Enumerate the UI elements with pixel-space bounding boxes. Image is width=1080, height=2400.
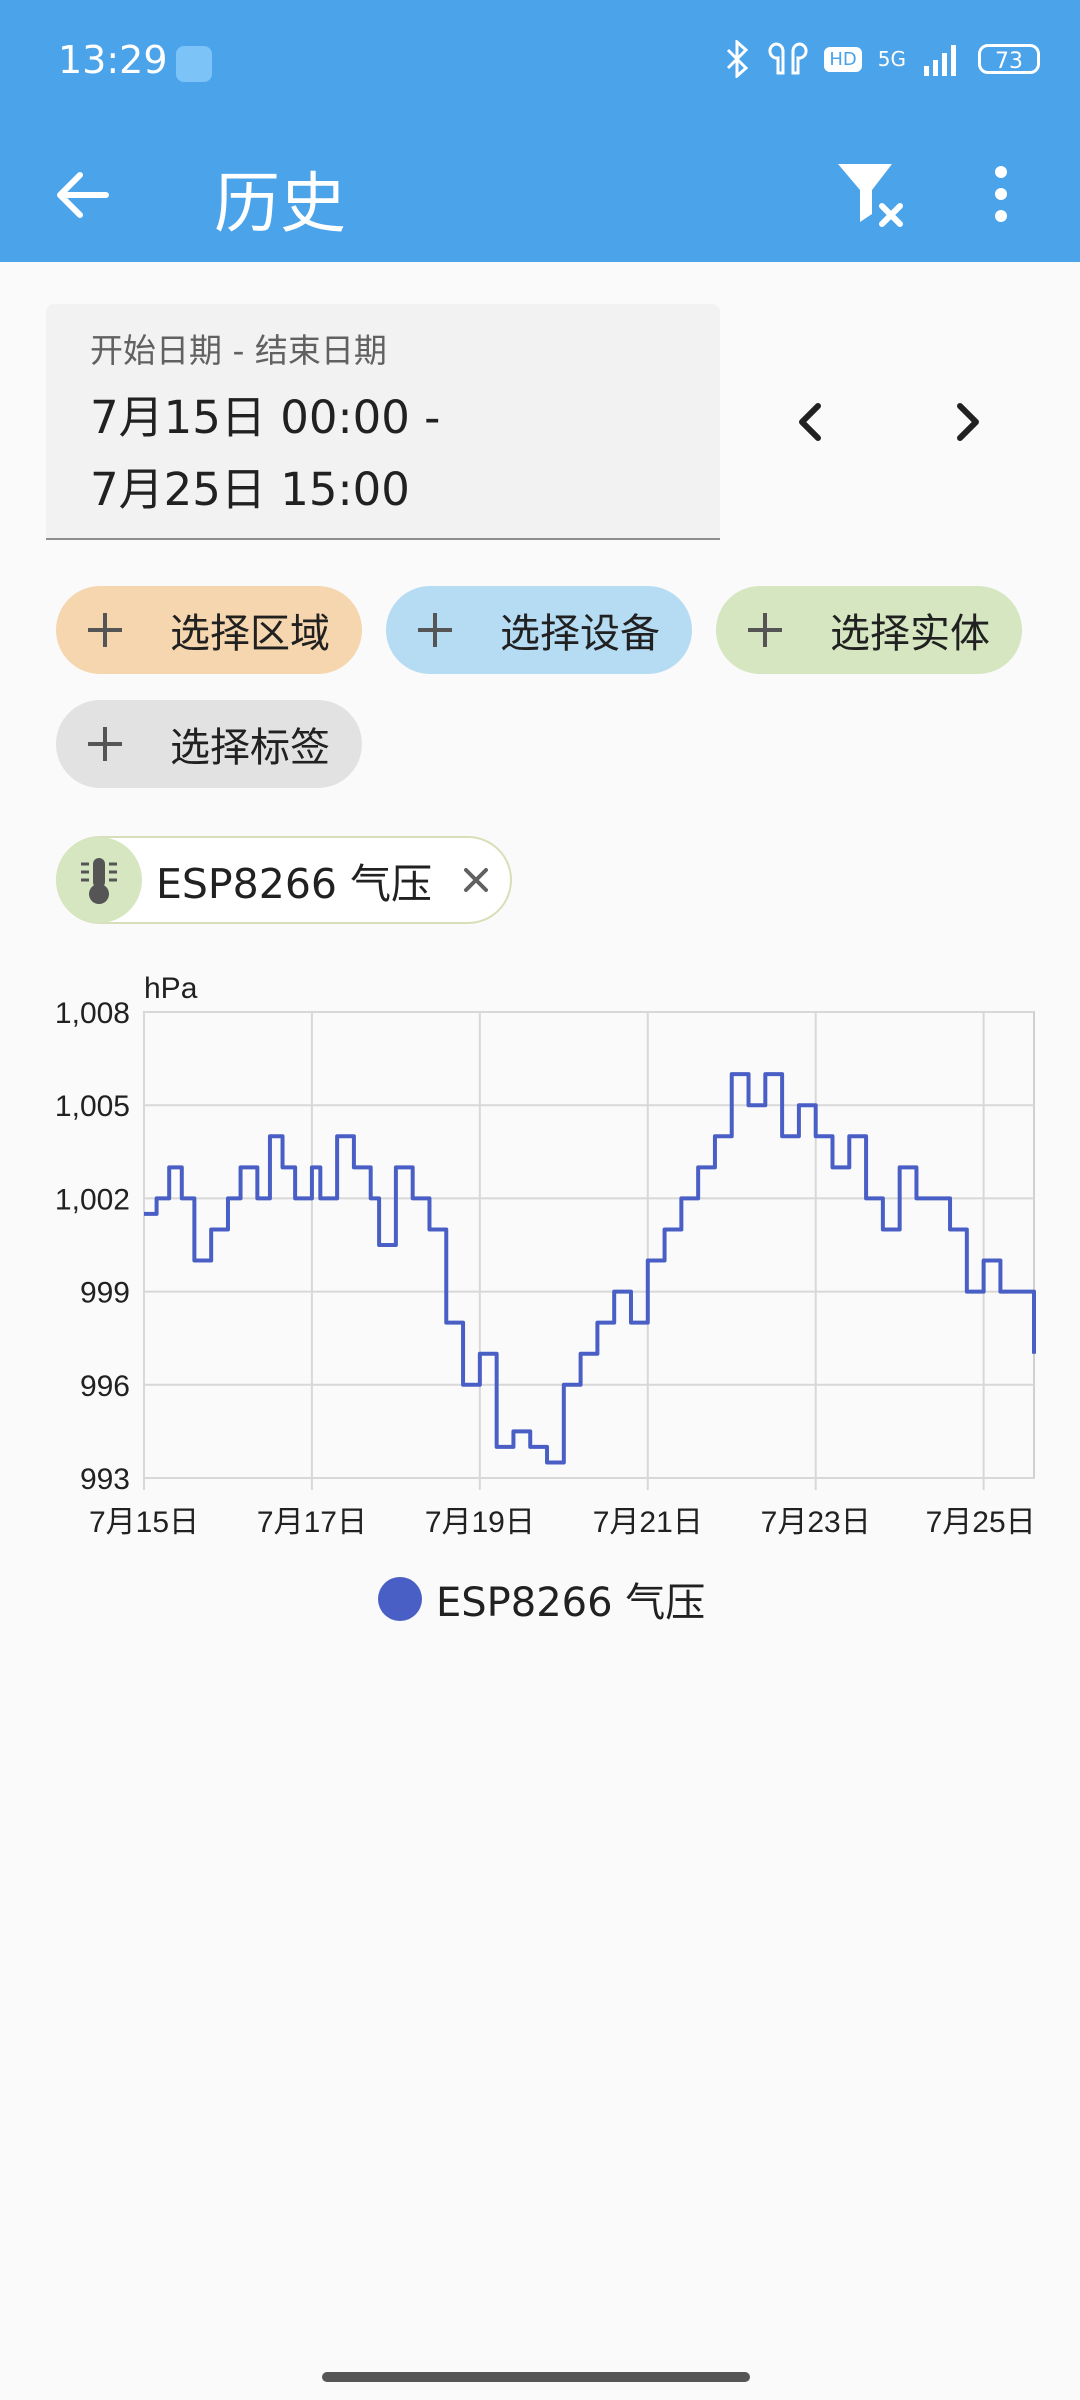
legend-label: ESP8266 气压 xyxy=(436,1580,706,1626)
select-label-chip[interactable]: 选择标签 xyxy=(56,700,362,788)
signal-icon xyxy=(924,45,956,76)
status-time: 13:29 xyxy=(58,38,168,82)
app-bar: 历史 xyxy=(0,128,1080,262)
battery-icon: 73 xyxy=(978,44,1040,74)
network-type: 5G xyxy=(877,47,906,71)
home-indicator[interactable] xyxy=(322,2372,750,2382)
select-label-label: 选择标签 xyxy=(170,725,330,771)
entity-name: ESP8266 气压 xyxy=(156,860,433,908)
more-vert-icon[interactable] xyxy=(968,154,1034,234)
close-icon[interactable] xyxy=(456,860,496,900)
thermometer-icon xyxy=(81,858,117,904)
date-range-value: 7月15日 00:00 - 7月25日 15:00 xyxy=(90,391,441,516)
plus-icon xyxy=(418,613,452,647)
history-chart: 1,008 1,005 1,002 999 996 993 7月15日 7月17日 7月19日… xyxy=(55,972,1036,1539)
x-tick-label: 7月21日 xyxy=(593,1506,703,1539)
chart-grid xyxy=(143,1011,1035,1490)
plus-icon xyxy=(88,727,122,761)
plus-icon xyxy=(88,613,122,647)
plus-icon xyxy=(748,613,782,647)
selected-entity-chip[interactable]: ESP8266 气压 xyxy=(56,836,512,924)
select-entity-chip[interactable]: 选择实体 xyxy=(716,586,1022,674)
x-tick-label: 7月23日 xyxy=(761,1506,871,1539)
chart-legend[interactable]: ESP8266 气压 xyxy=(378,1570,705,1628)
select-area-label: 选择区域 xyxy=(170,611,330,657)
x-tick-label: 7月17日 xyxy=(257,1506,367,1539)
y-tick-label: 999 xyxy=(80,1277,130,1310)
y-tick-label: 996 xyxy=(80,1370,130,1403)
y-tick-label: 993 xyxy=(80,1463,130,1496)
date-range-label: 开始日期 - 结束日期 xyxy=(90,331,387,370)
chart-frame xyxy=(143,1011,1035,1479)
y-tick-label: 1,002 xyxy=(55,1183,130,1216)
home-assistant-notification-icon xyxy=(176,46,212,82)
legend-swatch xyxy=(378,1577,422,1621)
y-axis-label: hPa xyxy=(144,972,198,1005)
filter-clear-icon[interactable] xyxy=(832,154,912,234)
back-arrow-icon[interactable] xyxy=(48,160,118,230)
select-area-chip[interactable]: 选择区域 xyxy=(56,586,362,674)
page-title: 历史 xyxy=(214,165,346,242)
x-tick-label: 7月19日 xyxy=(425,1506,535,1539)
y-tick-label: 1,005 xyxy=(55,1090,130,1123)
hd-badge: HD xyxy=(824,46,862,72)
next-period-icon[interactable] xyxy=(938,384,998,460)
y-axis-ticks: 1,008 1,005 1,002 999 996 993 xyxy=(55,997,130,1496)
select-device-label: 选择设备 xyxy=(500,611,660,657)
x-axis-ticks: 7月15日 7月17日 7月19日 7月21日 7月23日 7月25日 xyxy=(89,1506,1036,1539)
x-tick-label: 7月15日 xyxy=(89,1506,199,1539)
y-tick-label: 1,008 xyxy=(55,997,130,1030)
earbuds-icon xyxy=(768,42,808,75)
select-device-chip[interactable]: 选择设备 xyxy=(386,586,692,674)
entity-icon xyxy=(56,837,142,923)
date-range-picker[interactable]: 开始日期 - 结束日期 7月15日 00:00 - 7月25日 15:00 xyxy=(46,304,720,540)
bluetooth-icon xyxy=(727,40,749,78)
x-tick-label: 7月25日 xyxy=(926,1506,1036,1539)
select-entity-label: 选择实体 xyxy=(830,611,990,657)
previous-period-icon[interactable] xyxy=(780,384,840,460)
series-line-esp8266-pressure xyxy=(144,1072,1036,1465)
status-icons: HD 5G 73 xyxy=(722,40,1040,78)
status-bar: 13:29 HD 5G 73 xyxy=(0,0,1080,128)
